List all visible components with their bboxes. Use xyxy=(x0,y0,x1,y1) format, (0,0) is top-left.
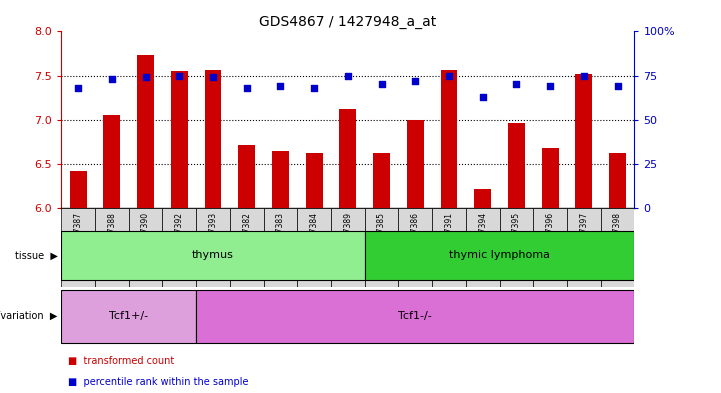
Bar xyxy=(609,152,626,208)
Text: GSM1327382: GSM1327382 xyxy=(242,212,251,263)
Bar xyxy=(129,208,162,287)
Bar xyxy=(196,208,230,287)
Point xyxy=(510,81,522,88)
Text: ■  transformed count: ■ transformed count xyxy=(68,356,174,365)
Text: genotype/variation  ▶: genotype/variation ▶ xyxy=(0,311,58,321)
Point xyxy=(106,76,118,83)
Text: GSM1327393: GSM1327393 xyxy=(208,212,218,263)
Text: GSM1327387: GSM1327387 xyxy=(74,212,83,263)
Text: GSM1327397: GSM1327397 xyxy=(580,212,588,263)
Point xyxy=(140,74,151,81)
Text: GSM1327386: GSM1327386 xyxy=(411,212,420,263)
Text: thymus: thymus xyxy=(192,250,234,261)
Text: GSM1327392: GSM1327392 xyxy=(174,212,184,263)
Bar xyxy=(399,208,432,287)
Bar xyxy=(230,208,264,287)
Point xyxy=(275,83,286,90)
Text: ■  percentile rank within the sample: ■ percentile rank within the sample xyxy=(68,377,249,387)
Text: GSM1327384: GSM1327384 xyxy=(309,212,319,263)
Bar xyxy=(205,70,221,208)
Bar xyxy=(534,208,567,287)
Bar xyxy=(575,74,593,208)
Point xyxy=(207,74,218,81)
Point xyxy=(174,72,185,79)
Bar xyxy=(541,148,559,208)
Bar xyxy=(365,231,634,280)
Bar xyxy=(264,208,297,287)
Bar xyxy=(474,189,491,208)
Text: GSM1327395: GSM1327395 xyxy=(512,212,521,263)
Bar xyxy=(373,152,390,208)
Bar xyxy=(137,55,154,208)
Point xyxy=(612,83,624,90)
Bar xyxy=(365,208,399,287)
Text: GSM1327396: GSM1327396 xyxy=(546,212,554,263)
Bar xyxy=(407,120,424,208)
Bar xyxy=(340,109,356,208)
Bar xyxy=(508,123,525,208)
Text: GSM1327398: GSM1327398 xyxy=(613,212,622,263)
Bar xyxy=(272,151,289,208)
Point xyxy=(241,85,252,91)
Point xyxy=(309,85,320,91)
Bar xyxy=(61,290,196,343)
Bar xyxy=(441,70,457,208)
Bar xyxy=(196,290,634,343)
Point xyxy=(443,72,455,79)
Point xyxy=(578,72,590,79)
Text: GSM1327383: GSM1327383 xyxy=(276,212,285,263)
Bar xyxy=(70,171,87,208)
Bar xyxy=(567,208,601,287)
Text: GSM1327388: GSM1327388 xyxy=(107,212,116,263)
Bar xyxy=(95,208,129,287)
Bar xyxy=(466,208,500,287)
Bar xyxy=(61,208,95,287)
Point xyxy=(544,83,556,90)
Bar xyxy=(331,208,365,287)
Text: Tcf1+/-: Tcf1+/- xyxy=(109,311,149,321)
Bar xyxy=(432,208,466,287)
Text: Tcf1-/-: Tcf1-/- xyxy=(399,311,432,321)
Bar xyxy=(239,145,255,208)
Bar xyxy=(306,152,322,208)
Bar xyxy=(162,208,196,287)
Bar xyxy=(500,208,534,287)
Bar xyxy=(61,231,365,280)
Text: GSM1327394: GSM1327394 xyxy=(478,212,487,263)
Point xyxy=(376,81,387,88)
Bar xyxy=(601,208,634,287)
Point xyxy=(72,85,84,91)
Bar xyxy=(103,116,120,208)
Title: GDS4867 / 1427948_a_at: GDS4867 / 1427948_a_at xyxy=(260,15,436,29)
Text: tissue  ▶: tissue ▶ xyxy=(15,250,58,261)
Text: GSM1327390: GSM1327390 xyxy=(141,212,150,263)
Text: GSM1327389: GSM1327389 xyxy=(343,212,353,263)
Text: thymic lymphoma: thymic lymphoma xyxy=(449,250,550,261)
Text: GSM1327385: GSM1327385 xyxy=(377,212,386,263)
Bar xyxy=(297,208,331,287)
Point xyxy=(410,78,421,84)
Bar xyxy=(171,71,187,208)
Text: GSM1327391: GSM1327391 xyxy=(445,212,454,263)
Point xyxy=(342,72,354,79)
Point xyxy=(477,94,489,100)
